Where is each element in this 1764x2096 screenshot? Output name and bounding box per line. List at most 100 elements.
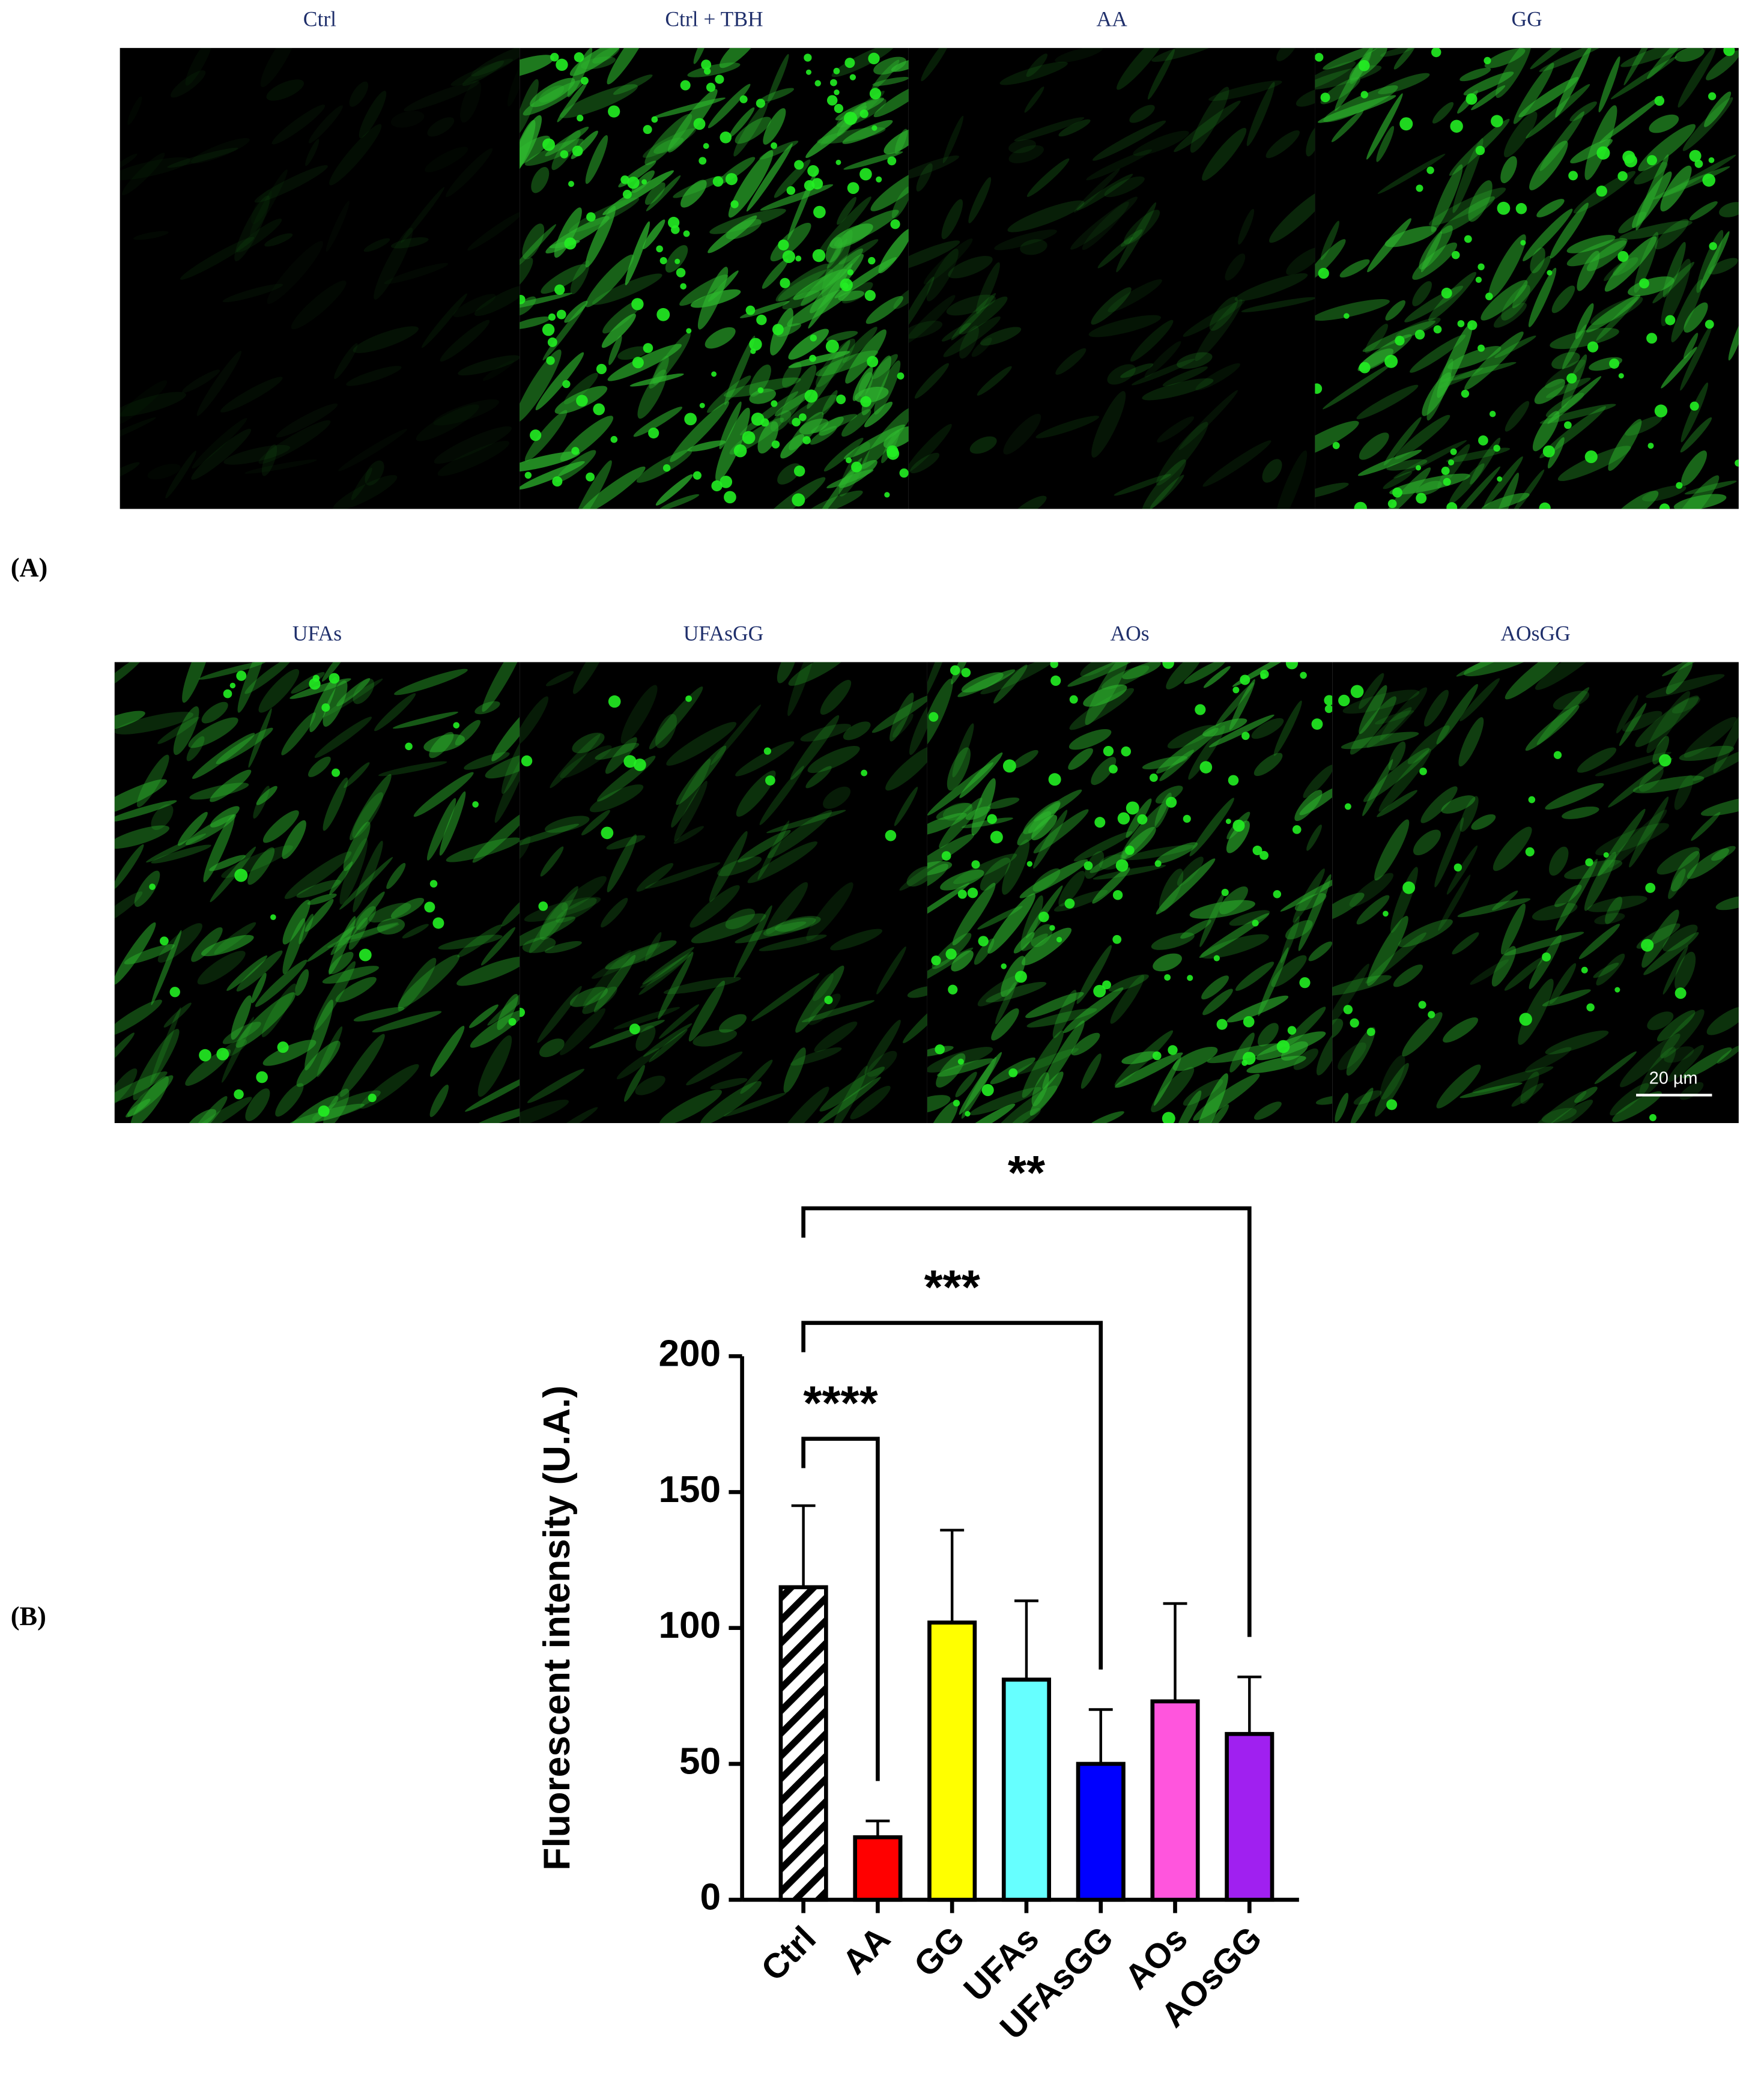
cell-dot [1647, 443, 1654, 449]
cell [440, 320, 490, 362]
cell [1468, 180, 1493, 222]
cell [1682, 1047, 1732, 1079]
cell [775, 264, 829, 302]
cell-dot [524, 471, 532, 479]
cell [1315, 65, 1382, 90]
cell-dot [1497, 201, 1511, 215]
cell-dot [571, 447, 580, 455]
cell [522, 223, 545, 259]
cell [501, 892, 520, 927]
cell [1518, 978, 1554, 1045]
cell-dot [1450, 448, 1457, 455]
cell-dot [1050, 675, 1061, 686]
cell [173, 706, 199, 756]
cell [948, 256, 993, 279]
cell-dot [1564, 421, 1572, 429]
cell [1638, 766, 1664, 792]
cell [1668, 868, 1686, 899]
cell [1577, 250, 1600, 291]
cell [165, 450, 196, 498]
cell [1155, 786, 1183, 804]
cell [1378, 73, 1430, 94]
cell [822, 390, 838, 415]
cell [1494, 335, 1536, 359]
cell [1675, 951, 1696, 991]
cell [640, 954, 691, 989]
cell [1339, 259, 1370, 278]
cell [941, 199, 963, 240]
cell [258, 420, 331, 464]
cell [926, 248, 959, 301]
cell-dot [312, 674, 320, 682]
cell [718, 1014, 747, 1033]
cell [801, 1000, 875, 1023]
cell [192, 417, 247, 469]
cell-dot [730, 200, 739, 208]
cell [551, 130, 581, 171]
cell [485, 751, 520, 779]
cell [987, 797, 1020, 809]
cell [1500, 903, 1526, 955]
cell-dot [1443, 477, 1451, 486]
cell [134, 870, 160, 907]
cell [774, 159, 811, 198]
cell [952, 723, 974, 778]
cell-dot [676, 268, 686, 277]
cell [126, 1098, 151, 1118]
cell [335, 977, 377, 1002]
cell [841, 282, 873, 304]
cell-dot [1228, 775, 1239, 786]
cell [693, 1029, 738, 1047]
cell-dot [733, 444, 747, 458]
cell [114, 999, 162, 1037]
cell [203, 814, 235, 883]
cell [1142, 378, 1214, 401]
cell [1532, 903, 1578, 921]
cell [1423, 689, 1449, 727]
cell [282, 820, 306, 859]
cell-dot [1451, 250, 1460, 259]
cell-dot [1515, 203, 1527, 214]
cell [838, 239, 879, 265]
cell-dot [1126, 801, 1139, 815]
cell [941, 323, 971, 342]
cell-dot [981, 1084, 994, 1097]
cell [1416, 480, 1442, 495]
cell [1338, 1042, 1366, 1070]
cell [188, 717, 238, 748]
cell [1574, 1086, 1598, 1103]
cell [1142, 459, 1186, 509]
significance-label: **** [803, 1377, 877, 1430]
cell-dot [229, 682, 236, 689]
cell [365, 460, 384, 486]
image-title: GG [1512, 7, 1542, 31]
cell [1441, 795, 1476, 814]
cell-dot [1658, 754, 1672, 767]
cell [1246, 82, 1275, 147]
cell [826, 469, 874, 489]
cell [807, 745, 860, 774]
cell [1035, 416, 1099, 438]
cell [520, 257, 533, 292]
cell [1463, 71, 1514, 95]
cell-dot [1446, 502, 1458, 509]
cell-dot [671, 225, 680, 234]
cell [1166, 662, 1203, 689]
cell [537, 986, 582, 1043]
cell [237, 662, 266, 713]
cell [867, 1050, 897, 1077]
cells [908, 47, 1315, 509]
cell [1680, 417, 1712, 453]
cell [807, 340, 850, 409]
cell [1513, 62, 1554, 124]
cell [837, 196, 856, 225]
cell-dot [1102, 980, 1112, 990]
cell [329, 124, 382, 186]
cell [560, 1008, 606, 1055]
cell [1570, 139, 1613, 164]
cell [1201, 934, 1269, 959]
cell [782, 362, 802, 388]
cell-dot [794, 160, 804, 170]
cell-dot [1478, 263, 1485, 271]
cell [733, 905, 772, 978]
